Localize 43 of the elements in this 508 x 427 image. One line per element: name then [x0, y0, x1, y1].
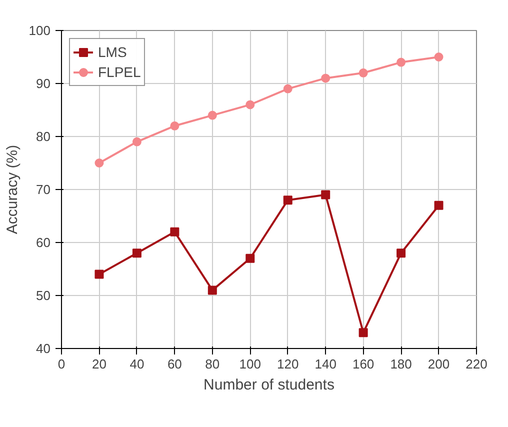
point: [132, 248, 142, 258]
x-tick-label: 120: [277, 356, 299, 372]
y-tick-label: 70: [36, 182, 51, 197]
point: [396, 58, 406, 67]
x-tick-label: 60: [167, 356, 182, 372]
y-tick-label: 60: [36, 235, 51, 250]
point: [246, 254, 255, 263]
x-axis-title: Number of students: [204, 376, 334, 394]
x-tick-label: 200: [428, 356, 450, 372]
point: [321, 74, 330, 83]
x-tick-label: 220: [466, 356, 488, 372]
x-tick-label: 0: [58, 356, 66, 372]
point: [283, 84, 292, 94]
legend-label: LMS: [98, 43, 127, 62]
y-axis-title: Accuracy (%): [4, 144, 21, 234]
point: [208, 110, 217, 120]
point: [434, 52, 444, 62]
point: [170, 227, 180, 236]
x-tick-label: 40: [130, 356, 144, 372]
point: [208, 286, 217, 295]
point: [283, 196, 292, 205]
point: [358, 328, 368, 338]
y-tick-label: 50: [36, 288, 51, 303]
point: [358, 68, 368, 78]
point: [321, 190, 330, 200]
y-tick-label: 80: [36, 129, 51, 144]
x-tick-label: 20: [92, 356, 106, 372]
point: [434, 200, 444, 210]
x-tick-label: 140: [314, 356, 336, 372]
point: [396, 248, 406, 258]
x-tick-label: 100: [239, 356, 261, 372]
legend-label: FLPEL: [98, 63, 141, 82]
point: [170, 121, 180, 130]
point: [132, 137, 142, 146]
x-tick-label: 180: [390, 356, 412, 372]
y-tick-label: 90: [36, 76, 51, 91]
x-tick-label: 160: [352, 356, 374, 372]
point: [246, 100, 255, 110]
point: [94, 158, 104, 168]
point: [94, 270, 104, 279]
y-tick-label: 40: [36, 341, 51, 356]
y-tick-label: 100: [28, 23, 51, 38]
x-tick-label: 80: [205, 356, 220, 372]
